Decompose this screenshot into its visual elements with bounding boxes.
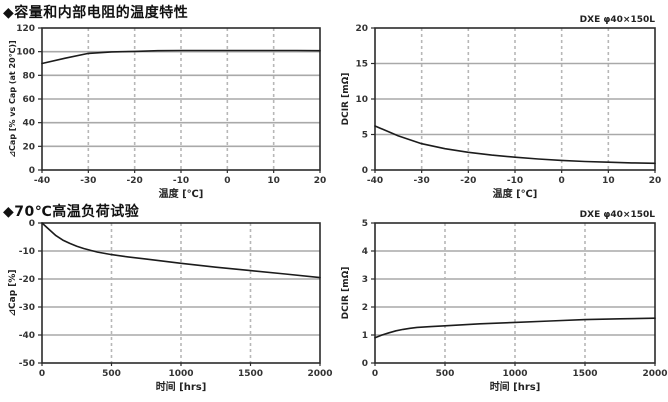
y-tick-label: 0	[29, 166, 35, 176]
y-tick-label: 0	[362, 359, 368, 369]
y-tick-label: -10	[19, 247, 35, 257]
x-tick-label: -20	[127, 176, 143, 186]
y-tick-label: 100	[16, 48, 35, 58]
chart-canvas: -50 -40 -30 -20 -10 0 0 500 1000 1500 2000 时间 [hrs]…	[8, 219, 333, 393]
x-tick-label: 500	[102, 369, 121, 379]
y-tick-label: 4	[362, 247, 368, 257]
y-tick-label: 20	[22, 142, 35, 152]
y-tick-label: 60	[22, 95, 35, 105]
data-curve	[41, 222, 321, 279]
y-tick-label: 15	[355, 60, 368, 70]
chart-cap-vs-time: -50 -40 -30 -20 -10 0 0 500 1000 1500 2000 时间 [hrs]…	[0, 201, 334, 402]
chart-cap-vs-temperature: 0 20 40 60 80 100 120 -40 -30 -20 -10 0 10 20 温度 [℃] ⊿C…	[0, 0, 334, 201]
chart-canvas: 0 1 2 3 4 5 0 500 1000 1500 2000 时间 [hrs] DCIR [mΩ] D…	[341, 210, 668, 393]
y-tick-label: 0	[362, 166, 368, 176]
y-tick-label: -30	[19, 303, 35, 313]
x-tick-label: 1000	[502, 369, 527, 379]
chart-canvas: 0 5 10 15 20 -40 -30 -20 -10 0 10 20 温度 [℃] DCIR [mΩ]…	[341, 15, 662, 200]
x-tick-label: 1500	[238, 369, 263, 379]
x-tick-label: -30	[414, 176, 430, 186]
y-axis-label: ⊿Cap [% vs Cap (at 20℃)]	[8, 40, 17, 157]
y-tick-label: 20	[355, 24, 368, 34]
x-tick-label: 0	[224, 176, 230, 186]
x-tick-label: 20	[649, 176, 662, 186]
x-tick-label: 2000	[642, 369, 667, 379]
y-tick-label: 5	[362, 219, 368, 229]
y-axis-label: DCIR [mΩ]	[341, 73, 351, 126]
x-tick-label: 1500	[572, 369, 597, 379]
y-tick-label: 2	[362, 303, 368, 313]
section-title-high-temp-load-test: ◆70℃高温负荷试验	[3, 204, 140, 220]
y-tick-label: 1	[362, 331, 368, 341]
y-tick-label: -40	[19, 331, 35, 341]
y-tick-label: 80	[22, 71, 35, 81]
data-curve	[41, 49, 321, 65]
x-axis-label: 温度 [℃]	[493, 187, 538, 200]
x-tick-label: 10	[602, 176, 615, 186]
x-tick-label: -40	[34, 176, 50, 186]
y-axis-label: ⊿Cap [%]	[8, 269, 18, 316]
y-tick-label: 120	[16, 24, 35, 34]
data-curve	[374, 317, 656, 339]
y-axis-label: DCIR [mΩ]	[341, 267, 351, 320]
x-tick-label: -10	[173, 176, 189, 186]
y-tick-label: 5	[362, 131, 368, 141]
part-number-label: DXE φ40×150L	[580, 15, 656, 25]
chart-canvas: 0 20 40 60 80 100 120 -40 -30 -20 -10 0 10 20 温度 [℃] ⊿C…	[8, 24, 327, 200]
y-tick-label: 3	[362, 275, 368, 285]
x-tick-label: 0	[372, 369, 378, 379]
x-tick-label: 0	[39, 369, 45, 379]
part-number-label: DXE φ40×150L	[580, 210, 656, 220]
x-tick-label: 1000	[168, 369, 193, 379]
x-tick-label: -10	[507, 176, 523, 186]
chart-dcir-vs-temperature: 0 5 10 15 20 -40 -30 -20 -10 0 10 20 温度 [℃] DCIR [mΩ]…	[334, 0, 668, 201]
x-tick-label: 500	[436, 369, 455, 379]
y-tick-label: 40	[22, 119, 35, 129]
x-tick-label: -40	[367, 176, 383, 186]
y-tick-label: 10	[355, 95, 368, 105]
x-tick-label: -30	[80, 176, 96, 186]
x-tick-label: 2000	[307, 369, 332, 379]
section-title-temperature-characteristics: ◆容量和内部电阻的温度特性	[3, 5, 189, 21]
x-tick-label: 10	[267, 176, 280, 186]
x-axis-label: 时间 [hrs]	[490, 380, 541, 393]
x-tick-label: -20	[460, 176, 476, 186]
y-tick-label: -50	[19, 359, 35, 369]
x-axis-label: 温度 [℃]	[159, 187, 204, 200]
x-axis-label: 时间 [hrs]	[156, 380, 207, 393]
x-tick-label: 20	[314, 176, 327, 186]
chart-dcir-vs-time: 0 1 2 3 4 5 0 500 1000 1500 2000 时间 [hrs] DCIR [mΩ] D…	[334, 201, 668, 402]
x-tick-label: 0	[559, 176, 565, 186]
y-tick-label: -20	[19, 275, 35, 285]
data-curve	[374, 125, 656, 165]
y-tick-label: 0	[29, 219, 35, 229]
